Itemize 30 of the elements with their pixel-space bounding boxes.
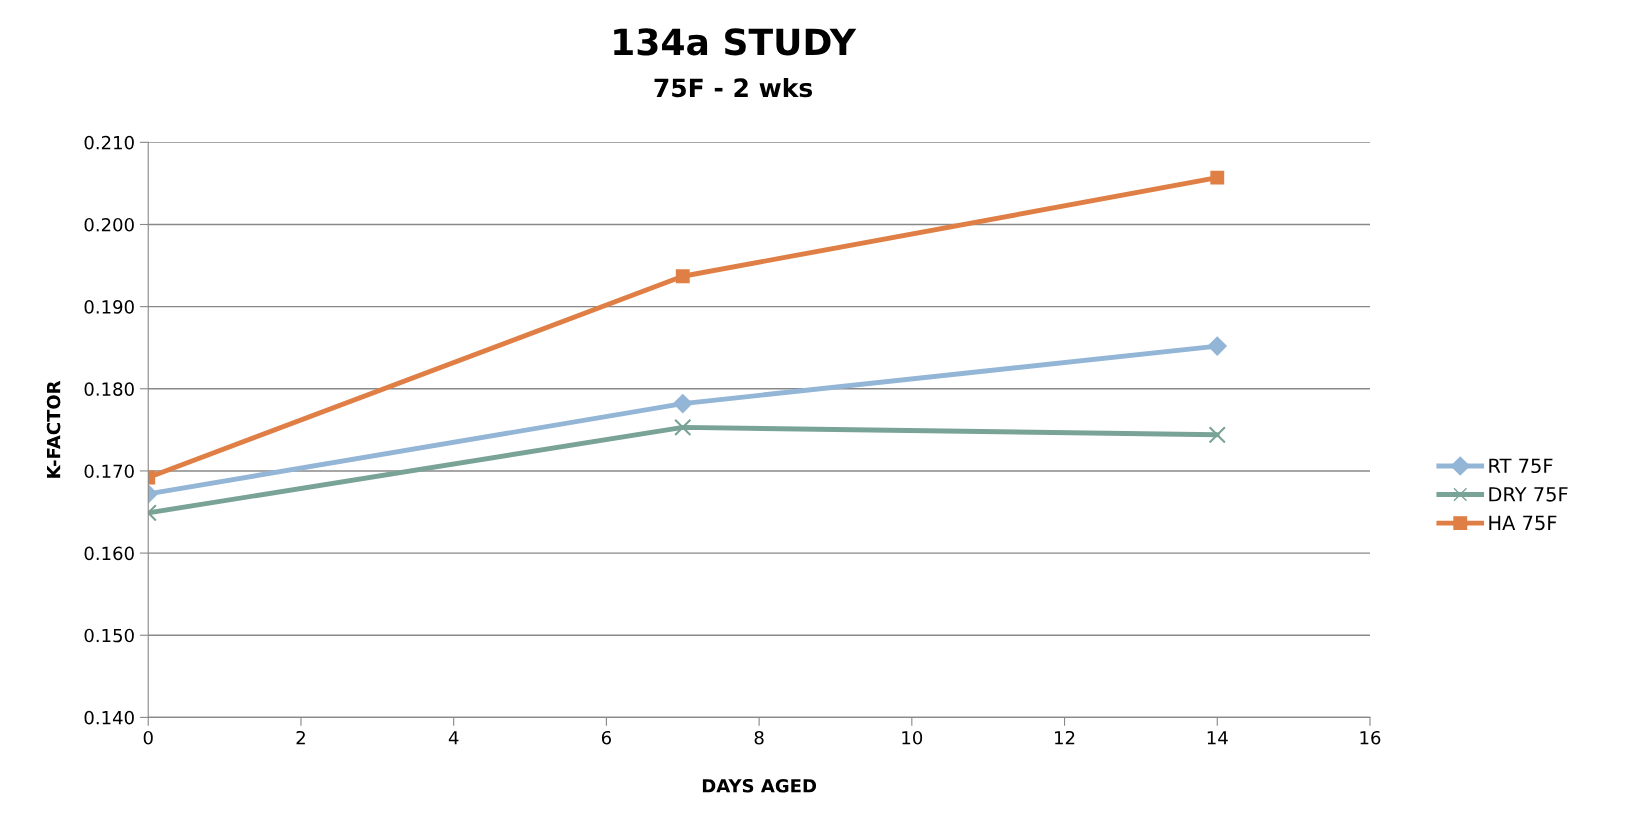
x-tick-label: 16 <box>1360 730 1381 745</box>
x-tick-label: 10 <box>902 730 923 745</box>
x-tick-label: 12 <box>1055 730 1075 745</box>
legend-label: HA 75F <box>1489 515 1557 531</box>
x-axis-title: DAYS AGED <box>702 778 817 793</box>
point <box>1207 336 1227 356</box>
y-tick-label: 0.180 <box>84 382 134 396</box>
y-axis-title: K-FACTOR <box>46 380 61 478</box>
x-tick-label: 0 <box>143 730 153 745</box>
x-tick-label: 14 <box>1207 731 1228 745</box>
x-tick-label: 4 <box>448 731 459 745</box>
point <box>1208 426 1226 444</box>
y-tick-label: 0.170 <box>84 464 134 479</box>
legend-label: DRY 75F <box>1489 487 1568 502</box>
chart-subtitle: 75F - 2 wks <box>654 77 813 98</box>
point <box>674 418 692 437</box>
y-tick-label: 0.200 <box>84 217 134 232</box>
y-tick-label: 0.160 <box>84 546 134 561</box>
chart-title: 134a STUDY <box>614 28 857 56</box>
y-tick-label: 0.190 <box>84 300 134 314</box>
point <box>673 394 693 414</box>
y-tick-label: 0.150 <box>84 628 134 643</box>
y-tick-label: 0.210 <box>84 135 134 150</box>
legend-label: RT 75F <box>1489 458 1553 474</box>
point <box>1210 170 1225 185</box>
x-tick-label: 8 <box>754 730 764 745</box>
point <box>675 269 690 284</box>
x-tick-label: 2 <box>296 730 305 745</box>
y-tick-label: 0.140 <box>84 710 134 725</box>
x-tick-label: 6 <box>601 730 611 745</box>
